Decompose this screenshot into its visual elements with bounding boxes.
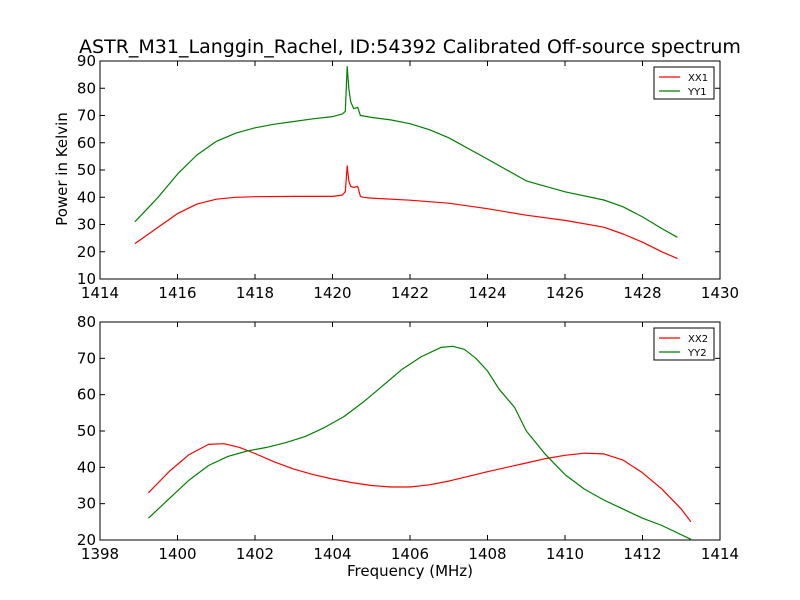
x-tick-label: 1400 [158, 545, 196, 563]
bottom-series [147, 345, 692, 540]
y-tick-label: 20 [77, 531, 96, 549]
legend-label-yy2: YY2 [687, 348, 707, 359]
chart-title: ASTR_M31_Langgin_Rachel, ID:54392 Calibr… [79, 36, 741, 58]
legend-label-xx1: XX1 [688, 73, 708, 84]
series-line-xx1 [134, 165, 678, 260]
top-legend-box [653, 66, 715, 100]
bottom-axes-frame [99, 321, 721, 541]
y-tick-label: 70 [77, 107, 96, 125]
y-tick-label: 90 [77, 52, 96, 70]
x-tick-label: 1414 [81, 284, 119, 302]
top-legend: XX1 YY1 [653, 66, 715, 100]
y-tick-label: 20 [77, 243, 96, 261]
x-tick-label: 1398 [81, 545, 119, 563]
x-tick-label: 1418 [236, 284, 274, 302]
x-tick-label: 1426 [546, 284, 584, 302]
x-tick-label: 1414 [701, 545, 739, 563]
top-axes-frame [99, 60, 721, 280]
x-tick-label: 1410 [546, 545, 584, 563]
y-tick-label: 30 [77, 495, 96, 513]
x-axis-label: Frequency (MHz) [347, 562, 473, 580]
top-y-axis-label: Power in Kelvin [53, 112, 71, 226]
bottom-panel: Frequency (MHz) 1398 1400 1402 1404 1406 1408… [77, 313, 739, 580]
y-tick-label: 50 [77, 161, 96, 179]
bottom-legend: XX2 YY2 [653, 327, 715, 361]
y-tick-label: 10 [77, 270, 96, 288]
y-tick-label: 40 [77, 458, 96, 476]
top-panel: ASTR_M31_Langgin_Rachel, ID:54392 Calibr… [53, 36, 741, 302]
top-series [134, 65, 678, 260]
top-tick-labels: 1414 1416 1418 1420 1422 1424 1426 1428 1430 10 20… [77, 52, 739, 302]
series-line-yy1 [134, 65, 678, 238]
x-tick-label: 1420 [313, 284, 351, 302]
x-tick-label: 1430 [701, 284, 739, 302]
x-tick-label: 1402 [236, 545, 274, 563]
series-line-yy2 [147, 345, 692, 540]
y-tick-label: 30 [77, 216, 96, 234]
y-tick-label: 80 [77, 79, 96, 97]
bottom-tick-labels: 1398 1400 1402 1404 1406 1408 1410 1412 1414 20 30… [77, 313, 739, 563]
x-tick-label: 1408 [468, 545, 506, 563]
legend-label-yy1: YY1 [687, 87, 707, 98]
x-tick-label: 1404 [313, 545, 351, 563]
x-tick-label: 1428 [623, 284, 661, 302]
legend-label-xx2: XX2 [688, 334, 708, 345]
y-tick-label: 40 [77, 188, 96, 206]
y-tick-label: 80 [77, 313, 96, 331]
y-tick-label: 60 [77, 386, 96, 404]
y-tick-label: 70 [77, 349, 96, 367]
x-tick-label: 1416 [158, 284, 196, 302]
x-tick-label: 1422 [391, 284, 429, 302]
y-tick-label: 60 [77, 134, 96, 152]
bottom-legend-box [653, 327, 715, 361]
series-line-xx2 [147, 443, 692, 523]
y-tick-label: 50 [77, 422, 96, 440]
x-tick-label: 1412 [623, 545, 661, 563]
x-tick-label: 1406 [391, 545, 429, 563]
x-tick-label: 1424 [468, 284, 506, 302]
